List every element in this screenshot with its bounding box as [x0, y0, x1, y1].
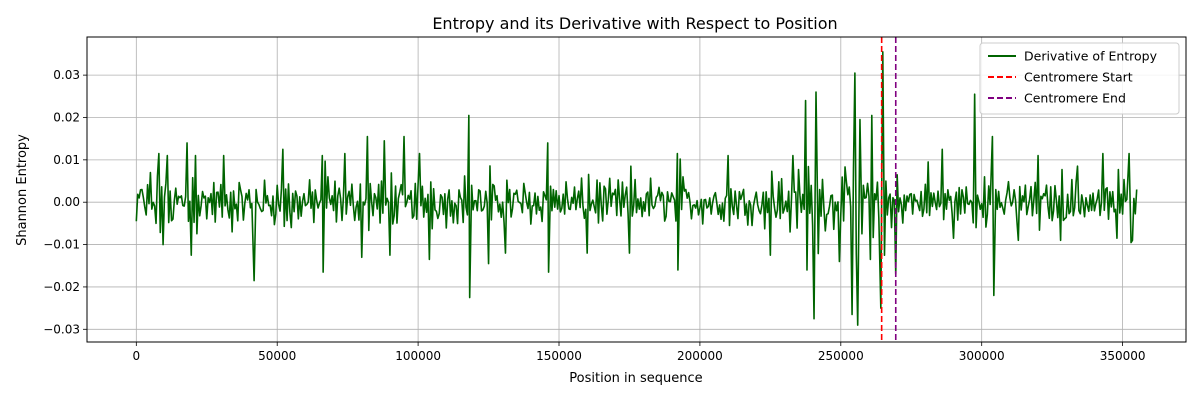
plot-frame	[86, 36, 1187, 343]
plot-series	[135, 37, 1138, 342]
x-tick-label: 200000	[677, 349, 723, 363]
legend-label-derivative: Derivative of Entropy	[1024, 49, 1158, 64]
x-tick-label: 250000	[818, 349, 864, 363]
x-tick-label: 0	[132, 349, 140, 363]
legend-box	[979, 42, 1180, 115]
legend: Derivative of Entropy Centromere Start C…	[979, 42, 1180, 115]
y-tick-label: −0.01	[43, 238, 80, 252]
y-tick-label: 0.02	[53, 110, 80, 124]
x-tick-label: 150000	[536, 349, 582, 363]
legend-label-centromere-start: Centromere Start	[1024, 70, 1133, 85]
x-tick-label: 300000	[959, 349, 1005, 363]
y-tick-label: −0.03	[43, 322, 80, 336]
x-tick-label: 50000	[258, 349, 296, 363]
y-tick-label: 0.00	[53, 195, 80, 209]
y-tick-label: 0.03	[53, 68, 80, 82]
x-tick-label: 350000	[1100, 349, 1146, 363]
y-axis-ticks: −0.03 −0.02 −0.01 0.00 0.01 0.02 0.03	[43, 68, 87, 336]
y-tick-label: 0.01	[53, 153, 80, 167]
x-axis-label: Position in sequence	[569, 371, 702, 386]
legend-label-centromere-end: Centromere End	[1024, 91, 1126, 106]
x-tick-label: 100000	[395, 349, 441, 363]
chart-title: Entropy and its Derivative with Respect …	[432, 14, 837, 33]
x-axis-ticks: 0 50000 100000 150000 200000 250000 300000 3500…	[132, 342, 1146, 363]
y-axis-label: Shannon Entropy	[15, 134, 30, 246]
series-line-derivative	[135, 51, 1138, 326]
y-tick-label: −0.02	[43, 280, 80, 294]
